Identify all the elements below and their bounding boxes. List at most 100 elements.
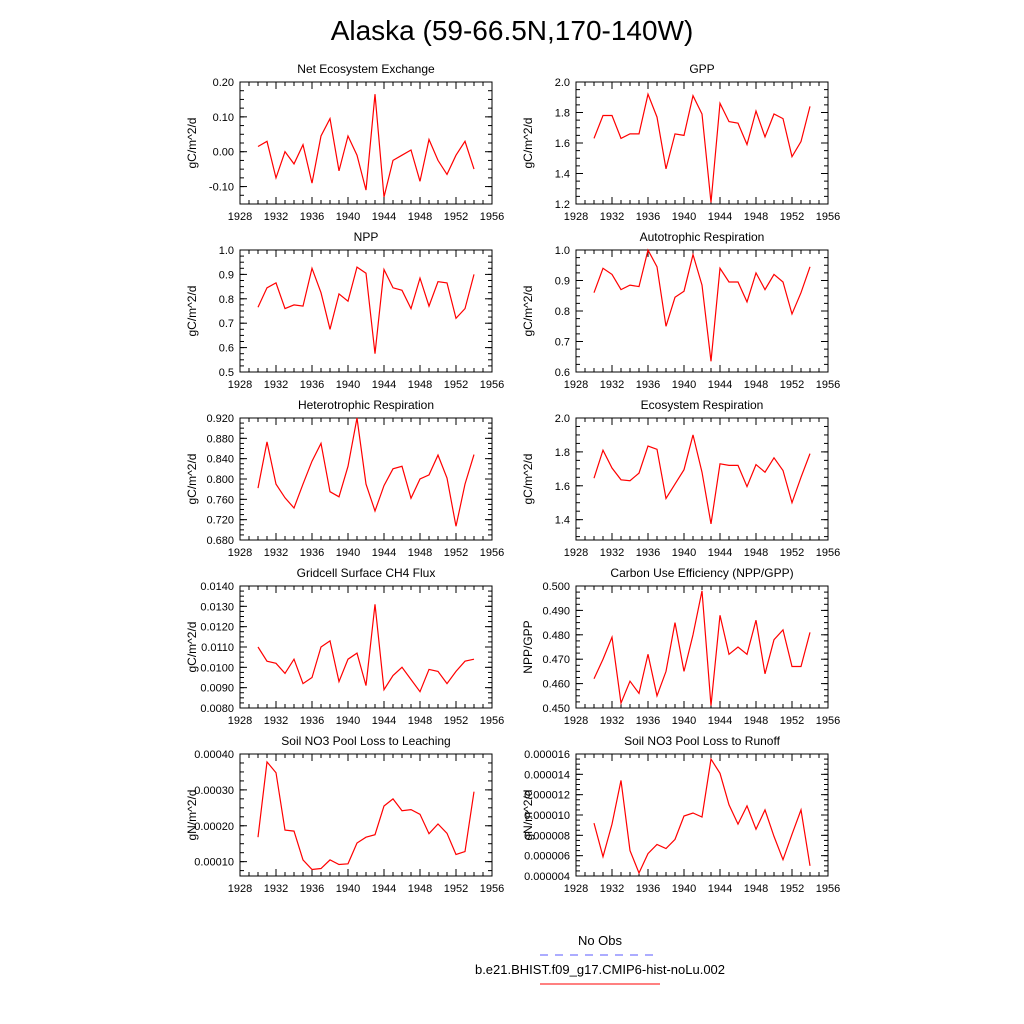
x-tick-label: 1948 bbox=[408, 715, 432, 727]
x-tick-label: 1944 bbox=[708, 715, 732, 727]
x-tick-label: 1944 bbox=[708, 547, 732, 559]
y-tick-label: 0.5 bbox=[219, 367, 234, 379]
y-tick-label: 0.6 bbox=[219, 343, 234, 355]
y-tick-label: 0.680 bbox=[206, 535, 234, 547]
x-tick-label: 1948 bbox=[408, 547, 432, 559]
x-tick-label: 1952 bbox=[780, 715, 804, 727]
y-tick-label: 0.480 bbox=[542, 630, 570, 642]
x-tick-label: 1956 bbox=[816, 883, 840, 895]
panel-7: Carbon Use Efficiency (NPP/GPP) 1928 1932 1… bbox=[521, 566, 840, 727]
y-tick-label: 0.000014 bbox=[524, 769, 570, 781]
series-line bbox=[257, 604, 475, 693]
y-tick-label: 0.0120 bbox=[200, 622, 234, 634]
x-tick-label: 1944 bbox=[372, 883, 396, 895]
x-tick-label: 1932 bbox=[264, 547, 288, 559]
x-tick-label: 1944 bbox=[708, 379, 732, 391]
plot-frame bbox=[239, 753, 493, 877]
x-tick-label: 1928 bbox=[228, 883, 252, 895]
x-tick-label: 1956 bbox=[816, 547, 840, 559]
y-tick-label: 2.0 bbox=[555, 77, 570, 89]
panel-title: NPP bbox=[354, 230, 379, 244]
panel-title: Soil NO3 Pool Loss to Runoff bbox=[624, 734, 781, 748]
x-tick-label: 1948 bbox=[744, 715, 768, 727]
panel-0: Net Ecosystem Exchange 1928 1932 1936 1940 19… bbox=[185, 62, 504, 223]
y-tick-label: 0.000008 bbox=[524, 830, 570, 842]
y-tick-label: 0.0090 bbox=[200, 683, 234, 695]
y-axis-label: gC/m^2/d bbox=[185, 118, 199, 169]
y-axis-label: NPP/GPP bbox=[521, 620, 535, 673]
x-tick-label: 1928 bbox=[228, 211, 252, 223]
x-tick-label: 1952 bbox=[444, 883, 468, 895]
y-tick-label: 0.000006 bbox=[524, 851, 570, 863]
y-tick-label: 0.840 bbox=[206, 454, 234, 466]
y-tick-label: 0.760 bbox=[206, 494, 234, 506]
y-tick-label: 0.470 bbox=[542, 654, 570, 666]
y-tick-label: 0.9 bbox=[219, 269, 234, 281]
x-tick-label: 1956 bbox=[480, 547, 504, 559]
panel-title: Net Ecosystem Exchange bbox=[297, 62, 435, 76]
x-tick-label: 1932 bbox=[264, 211, 288, 223]
x-tick-label: 1928 bbox=[228, 715, 252, 727]
series-line bbox=[257, 760, 475, 871]
y-tick-label: 0.0100 bbox=[200, 662, 234, 674]
plot-frame bbox=[239, 585, 493, 709]
x-tick-label: 1940 bbox=[336, 211, 360, 223]
y-tick-label: 1.0 bbox=[555, 245, 570, 257]
y-tick-label: 0.00020 bbox=[194, 821, 234, 833]
panel-8: Soil NO3 Pool Loss to Leaching 1928 1932 19… bbox=[185, 734, 504, 895]
y-tick-label: 1.4 bbox=[555, 169, 570, 181]
x-tick-label: 1948 bbox=[744, 379, 768, 391]
y-tick-label: 0.0110 bbox=[201, 642, 234, 654]
x-tick-label: 1928 bbox=[564, 547, 588, 559]
y-tick-label: 0.880 bbox=[206, 433, 234, 445]
y-tick-label: 0.00010 bbox=[194, 857, 234, 869]
y-tick-label: 0.000010 bbox=[524, 810, 570, 822]
series-line bbox=[593, 590, 811, 706]
plot-frame bbox=[239, 417, 493, 541]
x-tick-label: 1932 bbox=[264, 715, 288, 727]
x-tick-label: 1928 bbox=[564, 379, 588, 391]
y-tick-label: 0.8 bbox=[555, 306, 570, 318]
x-tick-label: 1932 bbox=[600, 211, 624, 223]
x-tick-label: 1928 bbox=[228, 379, 252, 391]
x-tick-label: 1936 bbox=[636, 211, 660, 223]
series-line bbox=[593, 757, 811, 875]
x-tick-label: 1952 bbox=[444, 547, 468, 559]
y-tick-label: 0.00030 bbox=[194, 785, 234, 797]
y-tick-label: 1.8 bbox=[555, 447, 570, 459]
x-tick-label: 1940 bbox=[336, 883, 360, 895]
x-tick-label: 1932 bbox=[600, 883, 624, 895]
x-tick-label: 1956 bbox=[816, 211, 840, 223]
panel-1: GPP 1928 1932 1936 1940 1944 1948 1952 1956 1.2 1.… bbox=[521, 62, 840, 223]
x-tick-label: 1956 bbox=[480, 211, 504, 223]
y-tick-label: 0.20 bbox=[213, 77, 234, 89]
y-axis-label: gC/m^2/d bbox=[521, 286, 535, 337]
legend-model-label: b.e21.BHIST.f09_g17.CMIP6-hist-noLu.002 bbox=[475, 962, 725, 977]
x-tick-label: 1936 bbox=[300, 211, 324, 223]
x-tick-label: 1956 bbox=[816, 379, 840, 391]
series-line bbox=[257, 94, 475, 198]
panel-title: GPP bbox=[689, 62, 714, 76]
y-tick-label: 0.9 bbox=[555, 276, 570, 288]
x-tick-label: 1936 bbox=[636, 883, 660, 895]
x-tick-label: 1948 bbox=[408, 883, 432, 895]
y-tick-label: 0.800 bbox=[206, 474, 234, 486]
y-tick-label: 0.6 bbox=[555, 367, 570, 379]
series-line bbox=[593, 248, 811, 362]
x-tick-label: 1956 bbox=[480, 883, 504, 895]
x-tick-label: 1956 bbox=[480, 715, 504, 727]
x-tick-label: 1928 bbox=[564, 883, 588, 895]
x-tick-label: 1944 bbox=[372, 379, 396, 391]
panel-4: Heterotrophic Respiration 1928 1932 1936 194… bbox=[185, 398, 504, 559]
x-tick-label: 1936 bbox=[636, 547, 660, 559]
y-axis-label: gC/m^2/d bbox=[185, 454, 199, 505]
plot-frame bbox=[575, 81, 829, 205]
x-tick-label: 1940 bbox=[336, 379, 360, 391]
y-tick-label: 0.920 bbox=[206, 413, 234, 425]
y-axis-label: gC/m^2/d bbox=[185, 286, 199, 337]
y-tick-label: 0.000004 bbox=[524, 871, 570, 883]
x-tick-label: 1952 bbox=[444, 715, 468, 727]
x-tick-label: 1944 bbox=[708, 883, 732, 895]
x-tick-label: 1952 bbox=[780, 379, 804, 391]
